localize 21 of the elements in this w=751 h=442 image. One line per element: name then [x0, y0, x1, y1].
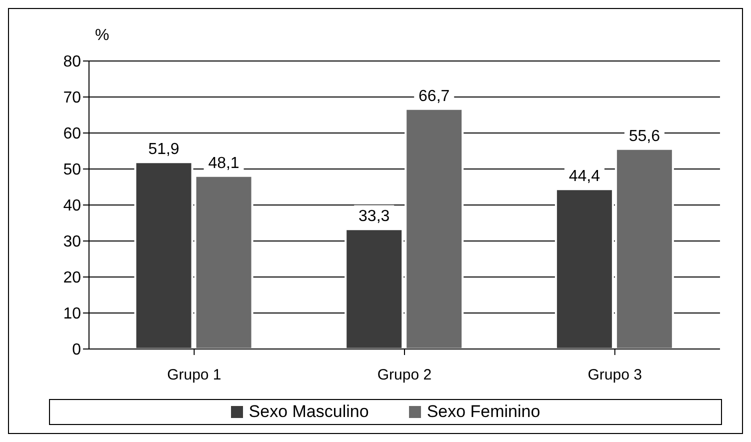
- x-tick-label: Grupo 1: [167, 366, 222, 384]
- y-tick-label: 80: [63, 54, 82, 71]
- data-label: 51,9: [148, 141, 180, 158]
- data-label: 55,6: [628, 128, 660, 145]
- data-label: 33,3: [358, 208, 390, 226]
- legend-label: Sexo Masculino: [248, 402, 369, 422]
- data-label: 66,7: [418, 88, 450, 105]
- y-tick-label: 40: [63, 198, 82, 215]
- y-axis-title: %: [95, 27, 110, 45]
- x-tick-label: Grupo 2: [377, 366, 432, 384]
- x-tick-label: Grupo 3: [588, 366, 642, 384]
- y-tick-label: 10: [63, 306, 82, 323]
- y-tick-label: 70: [63, 90, 82, 107]
- legend-label: Sexo Feminino: [426, 402, 540, 422]
- y-tick-label: 0: [72, 342, 82, 359]
- y-tick-label: 20: [63, 270, 82, 287]
- data-label: 44,4: [568, 168, 600, 186]
- data-label: 48,1: [208, 154, 240, 172]
- y-tick-label: 60: [63, 126, 82, 143]
- y-tick-label: 50: [63, 162, 82, 179]
- y-tick-label: 30: [63, 234, 82, 251]
